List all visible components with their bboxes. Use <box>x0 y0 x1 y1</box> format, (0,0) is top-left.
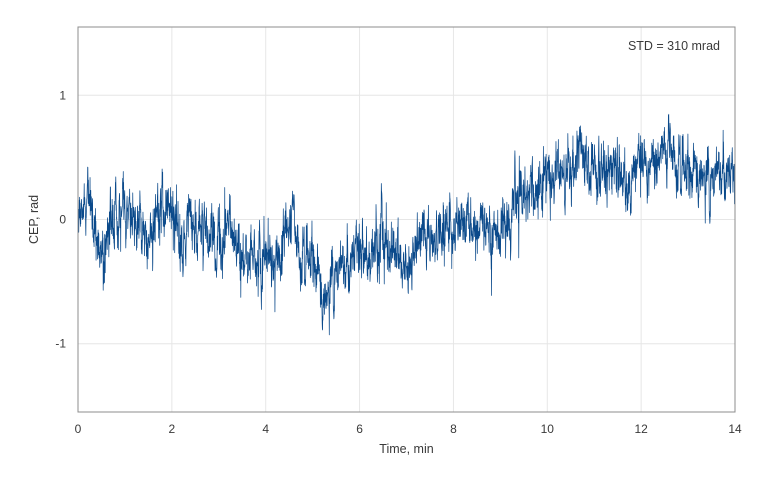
tick-labels: 0 2 4 6 8 10 12 14 -1 0 1 <box>55 88 742 436</box>
x-tick-label: 4 <box>262 422 269 436</box>
cep-series-line <box>77 113 736 336</box>
y-tick-label: -1 <box>55 337 66 351</box>
std-annotation: STD = 310 mrad <box>628 39 720 53</box>
y-axis-title: CEP, rad <box>27 195 41 244</box>
x-tick-label: 2 <box>169 422 176 436</box>
x-axis-title: Time, min <box>379 442 433 456</box>
y-tick-label: 1 <box>59 88 66 102</box>
y-tick-label: 0 <box>59 213 66 227</box>
x-tick-label: 10 <box>541 422 555 436</box>
series-layer <box>77 113 736 336</box>
x-tick-label: 14 <box>728 422 742 436</box>
x-tick-label: 0 <box>75 422 82 436</box>
x-tick-label: 6 <box>356 422 363 436</box>
plot-frame <box>77 26 736 413</box>
x-tick-label: 12 <box>634 422 648 436</box>
x-tick-label: 8 <box>450 422 457 436</box>
